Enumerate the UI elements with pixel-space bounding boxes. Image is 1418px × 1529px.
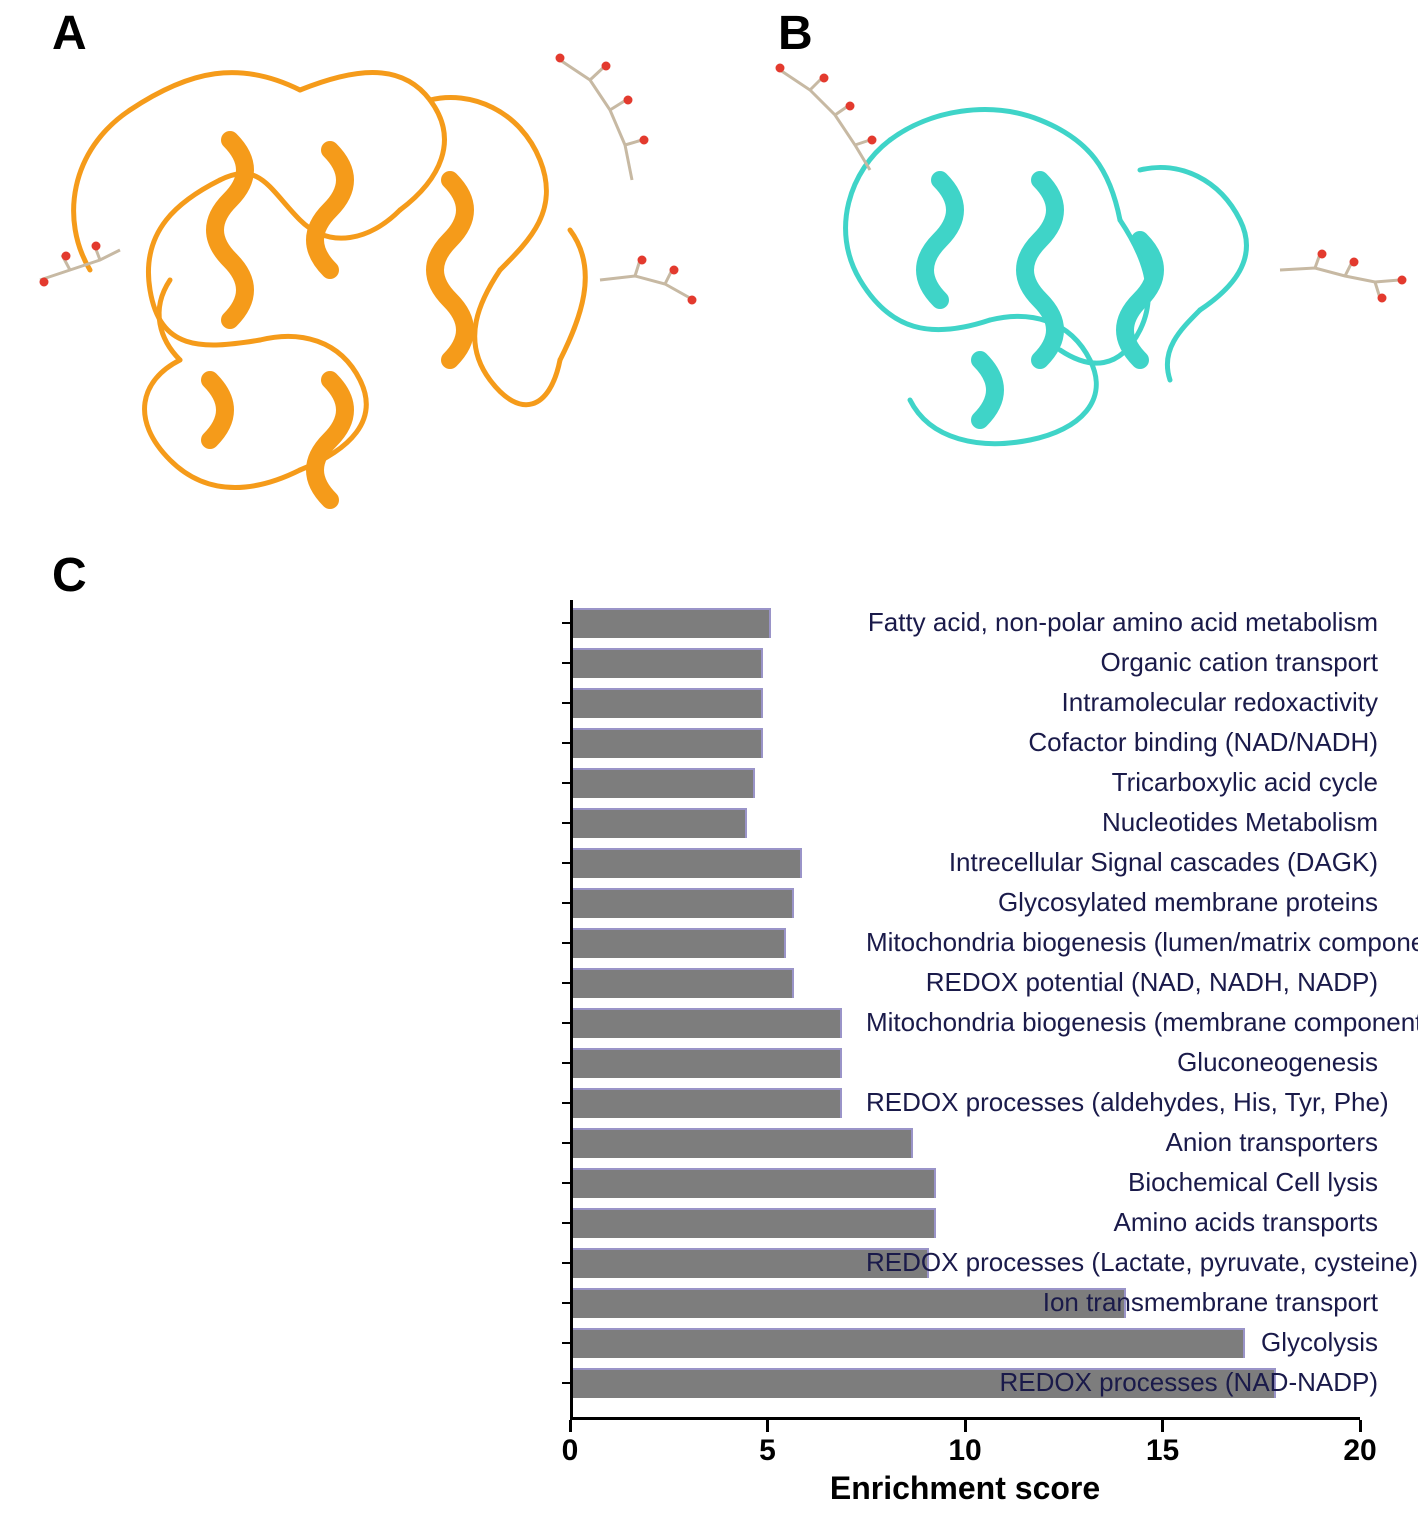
x-tick — [964, 1420, 967, 1432]
category-label: Tricarboxylic acid cycle — [866, 767, 1378, 798]
x-tick-label: 15 — [1146, 1434, 1179, 1468]
bar — [573, 728, 763, 758]
category-label: Mitochondria biogenesis (lumen/matrix co… — [866, 927, 1378, 958]
bar — [573, 1008, 842, 1038]
category-label: Ion transmembrane transport — [866, 1287, 1378, 1318]
bar — [573, 648, 763, 678]
category-label: Mitochondria biogenesis (membrane compon… — [866, 1007, 1378, 1038]
category-label: Cofactor binding (NAD/NADH) — [866, 727, 1378, 758]
bar — [573, 888, 794, 918]
category-tick — [562, 1342, 570, 1344]
x-tick — [1161, 1420, 1164, 1432]
category-label: Nucleotides Metabolism — [866, 807, 1378, 838]
category-label: Anion transporters — [866, 1127, 1378, 1158]
bar — [573, 1088, 842, 1118]
bar — [573, 1048, 842, 1078]
bar — [573, 688, 763, 718]
bar — [573, 768, 755, 798]
category-tick — [562, 1102, 570, 1104]
bar — [573, 928, 786, 958]
figure: A B C — [0, 0, 1418, 1529]
category-tick — [562, 1382, 570, 1384]
x-tick — [569, 1420, 572, 1432]
category-tick — [562, 822, 570, 824]
category-label: Intrecellular Signal cascades (DAGK) — [866, 847, 1378, 878]
category-tick — [562, 1222, 570, 1224]
category-tick — [562, 1062, 570, 1064]
bar — [573, 808, 747, 838]
category-label: Glycosylated membrane proteins — [866, 887, 1378, 918]
category-label: REDOX processes (NAD-NADP) — [866, 1367, 1378, 1398]
x-tick-label: 20 — [1343, 1434, 1376, 1468]
category-tick — [562, 1262, 570, 1264]
category-tick — [562, 942, 570, 944]
category-label: Amino acids transports — [866, 1207, 1378, 1238]
category-tick — [562, 1302, 570, 1304]
category-label: REDOX potential (NAD, NADH, NADP) — [866, 967, 1378, 998]
bar — [573, 1128, 913, 1158]
x-tick-label: 0 — [562, 1434, 579, 1468]
protein-structure-b — [720, 20, 1418, 540]
bar — [573, 968, 794, 998]
category-tick — [562, 1022, 570, 1024]
protein-structure-a — [0, 0, 720, 560]
category-tick — [562, 702, 570, 704]
x-tick — [766, 1420, 769, 1432]
x-tick-label: 5 — [759, 1434, 776, 1468]
x-tick — [1359, 1420, 1362, 1432]
category-label: Biochemical Cell lysis — [866, 1167, 1378, 1198]
category-tick — [562, 662, 570, 664]
category-tick — [562, 1182, 570, 1184]
category-label: Glycolysis — [866, 1327, 1378, 1358]
bar — [573, 608, 771, 638]
category-label: Organic cation transport — [866, 647, 1378, 678]
category-tick — [562, 982, 570, 984]
category-label: Intramolecular redoxactivity — [866, 687, 1378, 718]
category-label: Fatty acid, non-polar amino acid metabol… — [866, 607, 1378, 638]
category-label: REDOX processes (Lactate, pyruvate, cyst… — [866, 1247, 1378, 1278]
category-tick — [562, 902, 570, 904]
category-tick — [562, 742, 570, 744]
category-tick — [562, 862, 570, 864]
category-label: REDOX processes (aldehydes, His, Tyr, Ph… — [866, 1087, 1378, 1118]
enrichment-bar-chart: 0 5 10 15 20 Fatty acid, non-polar amino aci… — [44, 600, 1384, 1505]
category-tick — [562, 1142, 570, 1144]
x-tick-label: 10 — [948, 1434, 981, 1468]
category-tick — [562, 622, 570, 624]
category-tick — [562, 782, 570, 784]
x-axis-title: Enrichment score — [830, 1470, 1100, 1507]
category-label: Gluconeogenesis — [866, 1047, 1378, 1078]
bar — [573, 848, 802, 878]
